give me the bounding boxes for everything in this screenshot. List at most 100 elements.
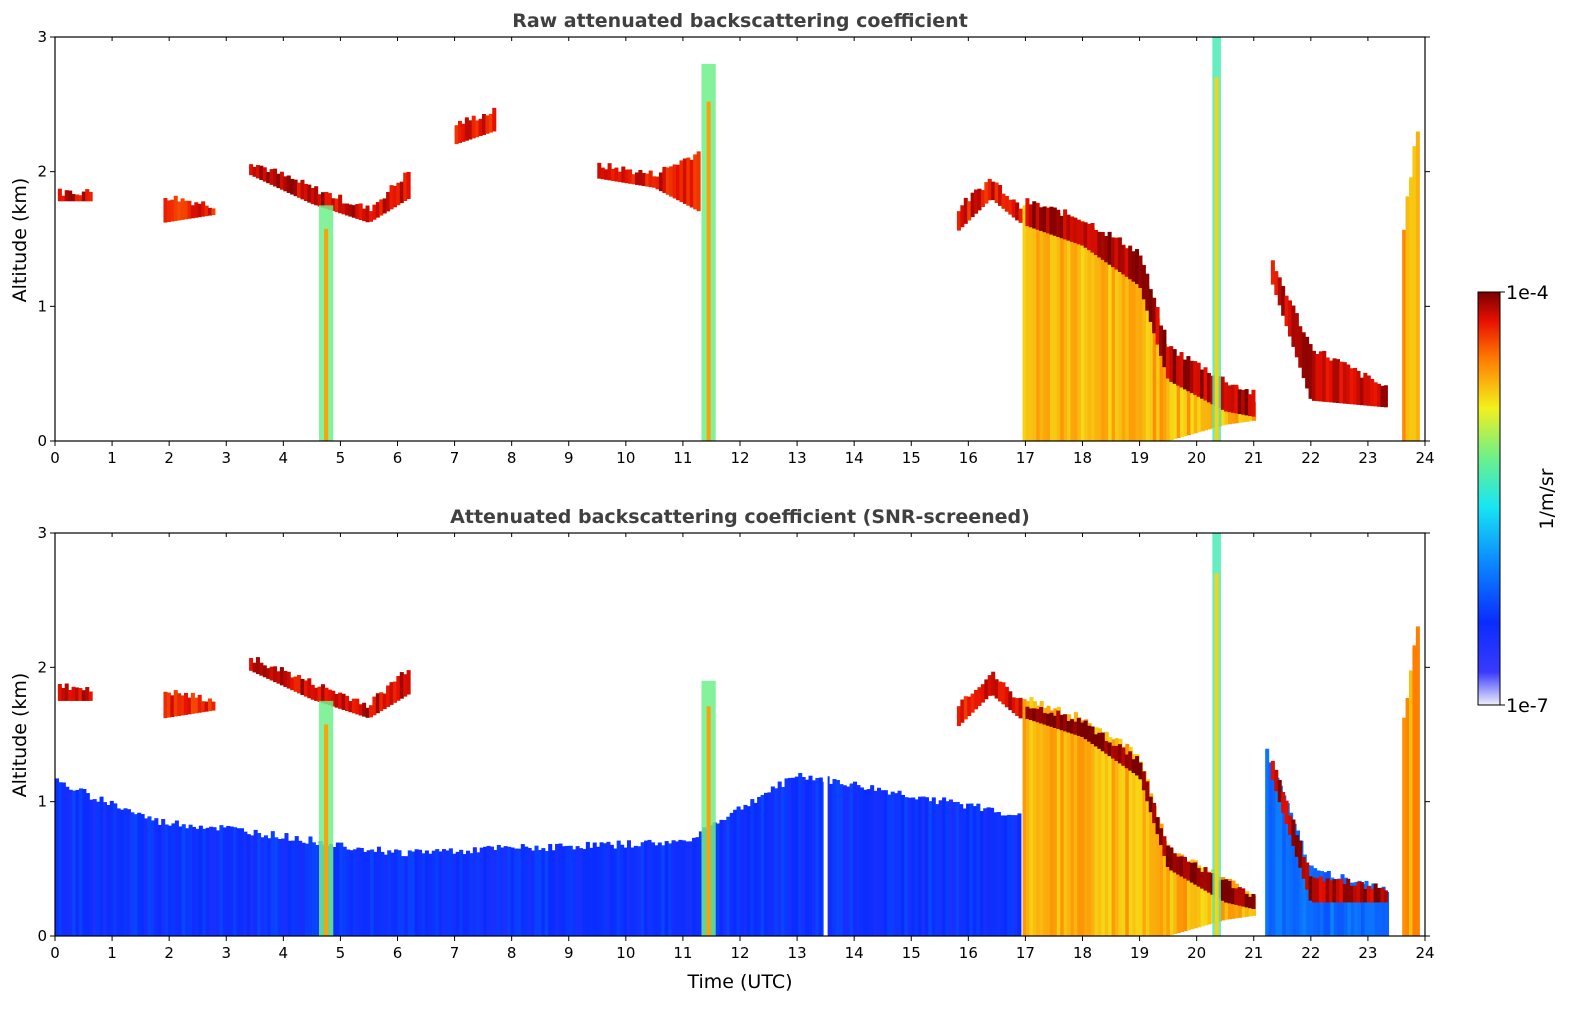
signal-cell	[187, 697, 192, 715]
signal-cell	[286, 671, 291, 689]
signal-cell	[448, 848, 453, 936]
x-tick-label: 8	[507, 449, 517, 467]
x-tick-label: 24	[1415, 944, 1434, 962]
signal-cell	[185, 828, 190, 936]
signal-cell	[798, 773, 803, 936]
signal-cell	[442, 849, 447, 936]
signal-cell	[1244, 389, 1249, 416]
signal-cell	[1323, 872, 1328, 936]
signal-cell	[1011, 697, 1016, 714]
signal-cell	[335, 842, 340, 936]
signal-cell	[348, 204, 353, 217]
signal-cell	[65, 786, 70, 936]
signal-cell	[171, 823, 176, 936]
signal-cell	[1067, 218, 1072, 441]
signal-cell	[1138, 255, 1143, 289]
signal-cell	[257, 833, 262, 936]
signal-cell	[1132, 258, 1137, 441]
signal-cell	[1173, 360, 1178, 440]
signal-cell	[967, 201, 972, 221]
signal-cell	[197, 694, 202, 713]
signal-cell	[344, 695, 350, 712]
signal-cell	[375, 202, 380, 218]
signal-cell	[201, 201, 206, 217]
signal-cell	[1001, 193, 1006, 209]
signal-cell	[628, 169, 633, 184]
signal-cell	[1148, 289, 1153, 322]
signal-cell	[1359, 377, 1364, 406]
signal-cell	[310, 188, 315, 205]
signal-cell	[1294, 313, 1299, 358]
signal-cell	[387, 850, 392, 936]
x-tick-label: 12	[730, 449, 749, 467]
signal-cell	[984, 182, 989, 204]
signal-cell	[600, 167, 605, 180]
signal-cell	[1374, 887, 1379, 936]
signal-cell	[1056, 209, 1061, 238]
signal-cell	[1241, 888, 1246, 907]
signal-cell	[722, 820, 727, 936]
signal-cell	[1022, 205, 1027, 441]
signal-cell	[324, 191, 329, 209]
signal-cell	[64, 190, 69, 202]
signal-cell	[1206, 872, 1211, 893]
x-tick-label: 13	[788, 944, 807, 962]
signal-cell	[61, 782, 66, 936]
signal-cell	[1370, 379, 1375, 407]
signal-cell	[1117, 237, 1122, 272]
x-tick-label: 2	[164, 944, 174, 962]
signal-cell	[1241, 389, 1246, 415]
signal-cell	[445, 850, 450, 936]
signal-cell	[126, 809, 131, 936]
x-tick-label: 1	[107, 449, 117, 467]
signal-cell	[358, 704, 363, 716]
signal-cell	[64, 683, 69, 701]
x-tick-label: 3	[221, 449, 231, 467]
signal-cell	[631, 174, 636, 185]
signal-cell	[1244, 893, 1249, 908]
signal-cell	[1083, 720, 1088, 740]
signal-cell	[1270, 760, 1275, 781]
signal-cell	[1248, 896, 1253, 909]
signal-cell	[1176, 853, 1181, 934]
signal-cell	[468, 120, 473, 140]
x-tick-label: 20	[1187, 449, 1206, 467]
signal-cell	[1346, 878, 1351, 903]
signal-cell	[365, 707, 370, 718]
signal-cell	[1004, 196, 1009, 212]
signal-cell	[1149, 793, 1154, 936]
signal-cell	[1149, 296, 1154, 441]
signal-cell	[301, 842, 306, 936]
signal-cell	[818, 777, 823, 936]
signal-cell	[678, 839, 683, 936]
signal-cell	[1319, 871, 1324, 936]
signal-cell	[1172, 853, 1177, 873]
signal-cell	[938, 800, 943, 936]
signal-cell	[1193, 370, 1198, 434]
signal-cell	[1308, 344, 1313, 399]
signal-cell	[900, 794, 906, 936]
signal-cell	[324, 687, 329, 705]
signal-cell	[1135, 754, 1140, 936]
signal-cell	[1234, 888, 1239, 905]
signal-cell	[1032, 201, 1037, 229]
signal-cell	[991, 671, 996, 696]
signal-cell	[1073, 721, 1078, 735]
signal-cell	[1017, 813, 1022, 936]
signal-cell	[1060, 215, 1065, 441]
signal-cell	[190, 692, 195, 714]
signal-cell	[648, 170, 653, 188]
signal-cell	[411, 851, 416, 936]
signal-cell	[226, 825, 231, 936]
signal-cell	[987, 178, 992, 201]
signal-cell	[346, 849, 351, 936]
signal-cell	[1227, 880, 1232, 904]
signal-cell	[123, 808, 128, 936]
signal-cell	[1302, 854, 1307, 936]
y-axis-label-raw: Altitude (km)	[9, 178, 31, 303]
x-tick-label: 15	[902, 944, 921, 962]
signal-cell	[1097, 728, 1102, 936]
signal-cell	[341, 203, 346, 215]
signal-cell	[212, 827, 217, 936]
signal-cell	[688, 841, 693, 936]
